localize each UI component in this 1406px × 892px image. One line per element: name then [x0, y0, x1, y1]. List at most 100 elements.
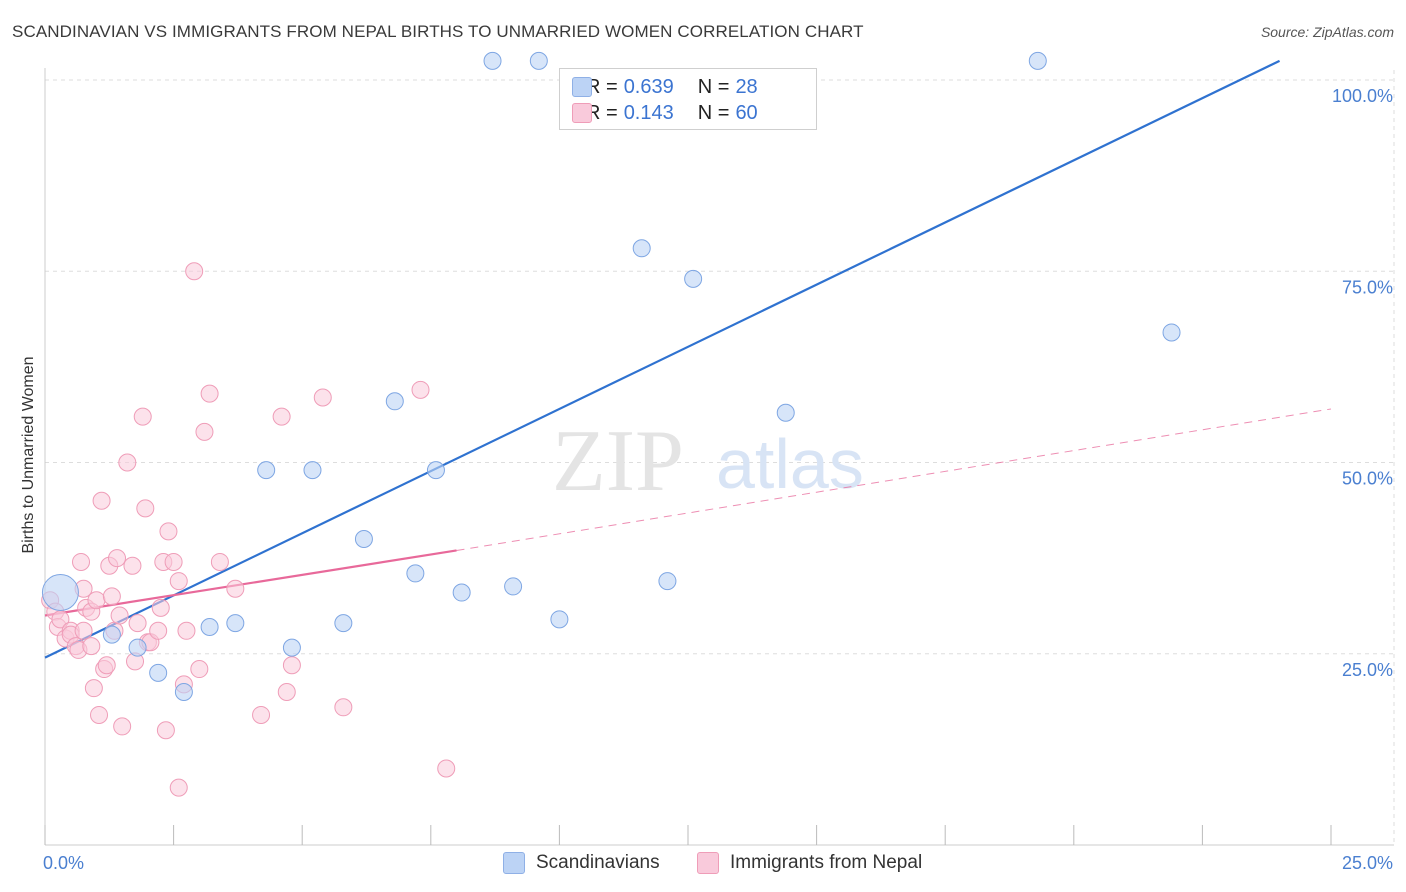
point-scandinavians [282, 638, 301, 657]
legend-r-label: R = [586, 101, 618, 124]
point-scandinavians [684, 269, 703, 288]
point-nepal [156, 721, 175, 740]
y-tick-label: 100.0% [1332, 86, 1393, 106]
point-nepal [113, 717, 132, 736]
legend-r-label: R = [586, 75, 618, 98]
y-tick-label: 25.0% [1342, 660, 1393, 680]
watermark-atlas: atlas [716, 425, 864, 503]
point-nepal [169, 572, 188, 591]
point-nepal [177, 621, 196, 640]
point-scandinavians [632, 239, 651, 258]
point-nepal [200, 384, 219, 403]
legend-label: Immigrants from Nepal [730, 852, 923, 873]
point-nepal [118, 453, 137, 472]
trendline-nepal-extension [456, 408, 1332, 551]
y-tick-label: 75.0% [1342, 277, 1393, 297]
x-tick-label: 0.0% [43, 853, 84, 873]
point-nepal [437, 759, 456, 778]
point-nepal [102, 587, 121, 606]
point-nepal [164, 552, 183, 571]
point-scandinavians [658, 572, 677, 591]
legend-swatch-blue [572, 77, 592, 97]
legend-item-scandinavians: Scandinavians [503, 852, 660, 874]
legend-r-value: 0.143 [623, 101, 674, 124]
point-nepal [92, 491, 111, 510]
point-nepal [159, 522, 178, 541]
watermark: ZIP atlas [552, 413, 864, 510]
legend-n-label: N = [697, 101, 730, 124]
point-nepal [128, 614, 147, 633]
legend-swatch-pink [572, 103, 592, 123]
point-nepal [133, 407, 152, 426]
point-scandinavians [334, 614, 353, 633]
y-axis-label: Births to Unmarried Women [20, 356, 37, 553]
point-scandinavians [504, 577, 523, 596]
tick-labels: 25.0% 50.0% 75.0% 100.0% 0.0% 25.0% [43, 86, 1393, 873]
point-nepal [108, 549, 127, 568]
point-scandinavians [102, 625, 121, 644]
legend-swatch-pink [697, 852, 719, 874]
point-scandinavians [200, 617, 219, 636]
point-nepal [190, 660, 209, 679]
legend-row-scandinavians: R = 0.639 N = 28 [572, 74, 758, 100]
point-nepal [72, 552, 91, 571]
point-nepal [282, 656, 301, 675]
x-tick-label: 25.0% [1342, 853, 1393, 873]
point-nepal [313, 388, 332, 407]
point-scandinavians [174, 683, 193, 701]
legend-series: Scandinavians Immigrants from Nepal [0, 852, 1406, 878]
points-scandinavians [41, 51, 1181, 701]
point-scandinavians [550, 610, 569, 629]
point-scandinavians [1162, 323, 1181, 342]
point-scandinavians [385, 392, 404, 411]
point-scandinavians [406, 564, 425, 583]
trendline-scandinavians [44, 59, 1281, 659]
point-nepal [149, 621, 168, 640]
point-scandinavians [1028, 51, 1047, 70]
y-tick-label: 50.0% [1342, 469, 1393, 489]
trend-lines [44, 59, 1332, 659]
point-nepal [226, 579, 245, 598]
legend-stats: R = 0.639 N = 28 R = 0.143 N = 60 [559, 68, 817, 130]
point-scandinavians [303, 461, 322, 480]
legend-n-value: 28 [735, 75, 758, 98]
point-nepal [169, 778, 188, 797]
point-scandinavians [452, 583, 471, 602]
point-nepal [87, 591, 106, 610]
legend-row-nepal: R = 0.143 N = 60 [572, 100, 758, 126]
point-nepal [97, 656, 116, 675]
point-scandinavians [483, 51, 502, 70]
legend-swatch-blue [503, 852, 525, 874]
point-scandinavians [226, 614, 245, 633]
point-nepal [136, 499, 155, 518]
point-nepal [123, 556, 142, 575]
point-scandinavians [41, 574, 79, 612]
point-nepal [277, 683, 296, 701]
chart-title: SCANDINAVIAN VS IMMIGRANTS FROM NEPAL BI… [12, 22, 864, 41]
point-nepal [210, 552, 229, 571]
point-nepal [272, 407, 291, 426]
legend-item-nepal: Immigrants from Nepal [697, 852, 922, 874]
point-nepal [84, 679, 103, 698]
legend-r-value: 0.639 [623, 75, 674, 98]
point-nepal [411, 380, 430, 399]
point-scandinavians [257, 461, 276, 480]
point-scandinavians [426, 461, 445, 480]
legend-n-value: 60 [735, 101, 758, 124]
point-scandinavians [354, 530, 373, 548]
point-nepal [151, 598, 170, 617]
point-scandinavians [149, 663, 168, 682]
points-immigrants-from-nepal [41, 262, 456, 797]
point-nepal [334, 698, 353, 717]
point-nepal [195, 422, 214, 441]
point-nepal [252, 705, 271, 724]
point-nepal [74, 621, 93, 640]
point-scandinavians [776, 403, 795, 422]
point-nepal [90, 705, 109, 724]
watermark-zip: ZIP [552, 413, 684, 510]
source-credit: Source: ZipAtlas.com [1260, 24, 1394, 40]
legend-n-label: N = [697, 75, 730, 98]
point-scandinavians [529, 51, 548, 70]
point-scandinavians [128, 638, 147, 657]
